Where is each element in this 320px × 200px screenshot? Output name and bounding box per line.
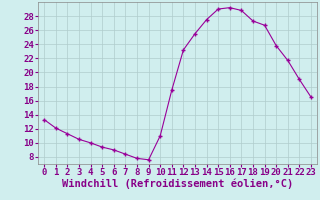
X-axis label: Windchill (Refroidissement éolien,°C): Windchill (Refroidissement éolien,°C) xyxy=(62,179,293,189)
